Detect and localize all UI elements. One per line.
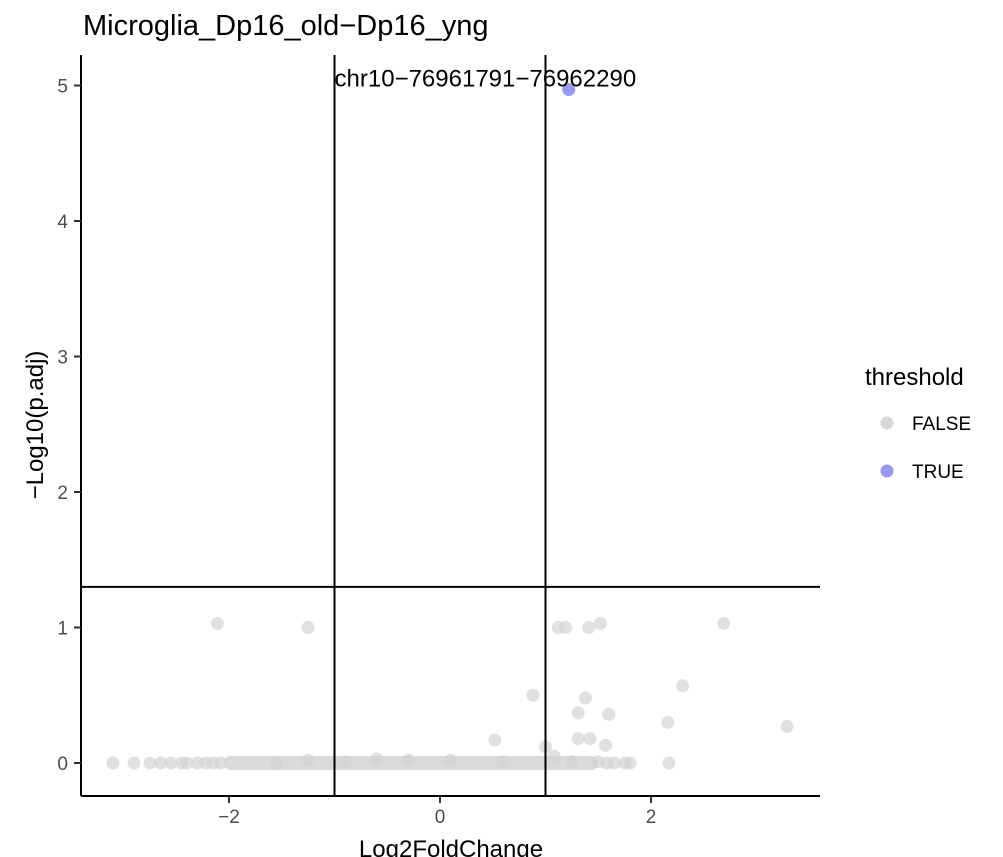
y-tick-label-3: 3 xyxy=(57,348,68,369)
data-point-false-28 xyxy=(559,621,572,634)
data-point-false-0 xyxy=(106,757,119,770)
data-point-false-14 xyxy=(370,752,383,765)
axes: −2 0 2 0 1 2 3 4 5 xyxy=(57,55,820,828)
data-point-false-24 xyxy=(662,757,675,770)
legend-key-true xyxy=(881,465,894,478)
y-tick-label-5: 5 xyxy=(57,77,68,98)
data-point-false-16 xyxy=(444,754,457,767)
y-tick-label-0: 0 xyxy=(57,754,68,775)
data-point-false-33 xyxy=(526,689,539,702)
data-point-false-36 xyxy=(572,706,585,719)
data-point-false-23 xyxy=(623,757,636,770)
x-tick-label-0: −2 xyxy=(218,807,240,828)
data-point-false-12 xyxy=(302,754,315,767)
x-tick-label-2: 2 xyxy=(646,807,657,828)
legend-title: threshold xyxy=(865,364,964,391)
y-tick-label-1: 1 xyxy=(57,619,68,640)
y-tick-label-4: 4 xyxy=(57,212,68,233)
data-point-false-10 xyxy=(214,757,227,770)
data-point-false-26 xyxy=(302,621,315,634)
data-point-false-38 xyxy=(572,732,585,745)
data-point-false-40 xyxy=(599,739,612,752)
legend-label-false: FALSE xyxy=(912,414,971,435)
data-point-false-35 xyxy=(547,750,560,763)
x-axis-label: Log2FoldChange xyxy=(359,836,543,857)
data-point-false-39 xyxy=(583,732,596,745)
legend: threshold FALSE TRUE xyxy=(865,364,971,483)
data-point-false-13 xyxy=(339,755,352,768)
data-point-false-44 xyxy=(781,720,794,733)
plot-marks xyxy=(106,83,793,770)
reference-lines xyxy=(81,55,820,796)
data-point-false-1 xyxy=(128,757,141,770)
data-point-false-31 xyxy=(717,617,730,630)
data-point-false-32 xyxy=(488,733,501,746)
legend-key-false xyxy=(881,417,894,430)
point-annotation-0: chr10−76961791−76962290 xyxy=(335,66,637,93)
legend-label-true: TRUE xyxy=(912,462,964,483)
data-point-false-18 xyxy=(565,755,578,768)
data-point-false-29 xyxy=(582,621,595,634)
data-point-false-11 xyxy=(270,757,283,770)
data-point-false-42 xyxy=(661,716,674,729)
data-point-false-43 xyxy=(676,679,689,692)
annotations: chr10−76961791−76962290 xyxy=(335,66,637,93)
data-point-false-15 xyxy=(402,754,415,767)
y-axis-label: −Log10(p.adj) xyxy=(22,351,49,500)
data-point-false-17 xyxy=(497,755,510,768)
data-point-false-30 xyxy=(594,617,607,630)
data-point-false-25 xyxy=(211,617,224,630)
chart-title: Microglia_Dp16_old−Dp16_yng xyxy=(83,10,488,42)
data-point-false-37 xyxy=(579,691,592,704)
data-point-false-41 xyxy=(602,708,615,721)
x-tick-label-1: 0 xyxy=(435,807,446,828)
y-tick-label-2: 2 xyxy=(57,483,68,504)
